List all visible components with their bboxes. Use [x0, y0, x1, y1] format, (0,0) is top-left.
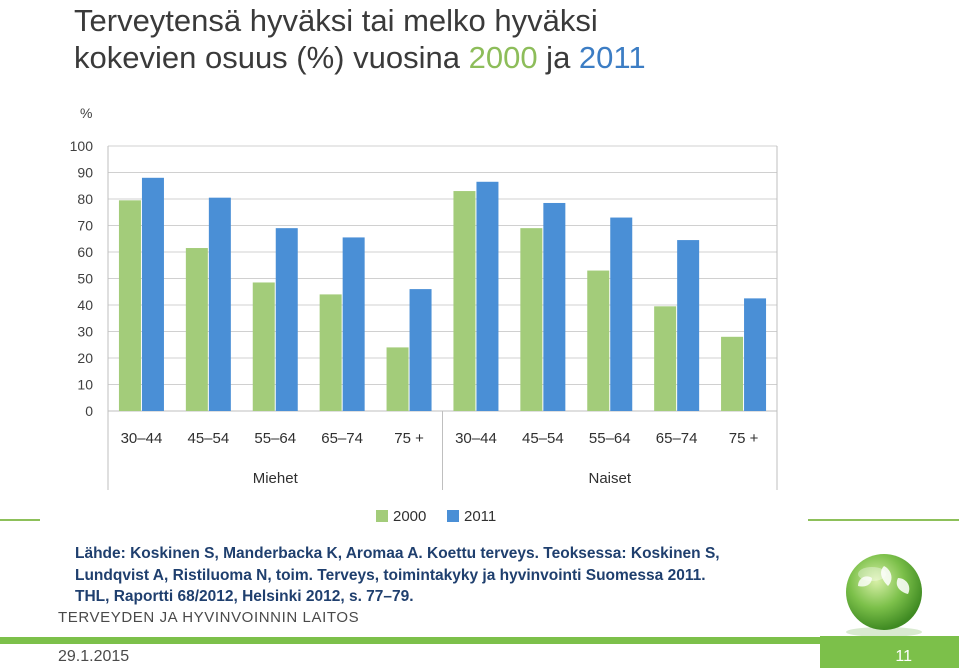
y-tick-label: 10: [77, 377, 93, 393]
thl-globe-logo: [846, 554, 922, 637]
bar-2000-5: [453, 191, 476, 411]
legend-label: 2000: [393, 508, 426, 525]
y-tick-label: 30: [77, 324, 93, 340]
y-tick-label: 60: [77, 244, 93, 260]
divider-right: [808, 519, 959, 521]
organization-name: TERVEYDEN JA HYVINVOINNIN LAITOS: [58, 609, 360, 626]
source-citation: Lähde: Koskinen S, Manderbacka K, Aromaa…: [75, 543, 875, 608]
bar-2011-2: [275, 228, 298, 411]
x-tick-label: 30–44: [455, 430, 497, 447]
legend-swatch-2000: [376, 510, 388, 522]
bar-2011-7: [610, 217, 633, 411]
source-line-1: Lähde: Koskinen S, Manderbacka K, Aromaa…: [75, 545, 720, 562]
title-line-1: Terveytensä hyväksi tai melko hyväksi: [74, 3, 598, 38]
title-year-2011: 2011: [578, 40, 646, 75]
x-tick-label: 65–74: [321, 430, 363, 447]
page-number-tab: [820, 636, 959, 668]
bar-2000-9: [721, 336, 744, 411]
bar-2000-0: [118, 200, 141, 411]
y-tick-label: 90: [77, 165, 93, 181]
x-tick-label: 75 +: [729, 430, 759, 447]
slide-title: Terveytensä hyväksi tai melko hyväksi ko…: [74, 2, 934, 76]
x-tick-label: 30–44: [121, 430, 163, 447]
source-line-2: Lundqvist A, Ristiluoma N, toim. Terveys…: [75, 566, 706, 584]
bar-2011-9: [744, 298, 767, 411]
bar-2011-8: [677, 240, 700, 411]
y-axis-label: %: [80, 105, 92, 121]
bar-2000-6: [520, 228, 543, 411]
x-tick-label: 65–74: [656, 430, 698, 447]
bar-2000-1: [185, 248, 208, 411]
bar-2011-4: [409, 289, 432, 411]
bar-2011-5: [476, 181, 499, 411]
y-tick-label: 100: [70, 138, 94, 154]
source-line-3: THL, Raportti 68/2012, Helsinki 2012, s.…: [75, 588, 414, 605]
x-tick-label: 55–64: [254, 430, 296, 447]
bar-2000-8: [654, 306, 677, 411]
footer-bar: [0, 637, 959, 644]
title-line-2-prefix: kokevien osuus (%) vuosina: [74, 40, 469, 75]
group-label: Miehet: [253, 470, 299, 487]
x-tick-label: 45–54: [187, 430, 229, 447]
y-tick-label: 50: [77, 271, 93, 287]
x-tick-label: 55–64: [589, 430, 631, 447]
footer-date: 29.1.2015: [58, 648, 130, 665]
title-line-2: kokevien osuus (%) vuosina 2000 ja 2011: [74, 39, 934, 76]
bar-2011-3: [342, 237, 365, 411]
bar-2000-4: [386, 347, 409, 411]
page-number: 11: [895, 648, 912, 665]
y-tick-label: 40: [77, 297, 93, 313]
bar-2011-0: [141, 177, 164, 411]
x-tick-label: 45–54: [522, 430, 564, 447]
y-tick-label: 70: [77, 218, 93, 234]
bar-2000-2: [252, 282, 275, 411]
bar-2011-6: [543, 202, 566, 411]
title-conjunction: ja: [537, 40, 579, 75]
legend-swatch-2011: [447, 510, 459, 522]
y-tick-label: 0: [85, 403, 93, 419]
x-tick-label: 75 +: [394, 430, 424, 447]
bar-chart: 0 10 20 30 40 50 60 70 80 90 100% 30–44 45–54 55–64 65…: [70, 105, 778, 525]
bar-2011-1: [208, 197, 231, 411]
title-year-2000: 2000: [468, 40, 538, 75]
y-tick-label: 80: [77, 191, 93, 207]
footer-background: [0, 644, 959, 668]
legend-label: 2011: [464, 508, 496, 525]
group-label: Naiset: [588, 470, 631, 487]
bar-2000-7: [587, 270, 610, 411]
divider-left: [0, 519, 40, 521]
bar-2000-3: [319, 294, 342, 411]
y-tick-label: 20: [77, 350, 93, 366]
